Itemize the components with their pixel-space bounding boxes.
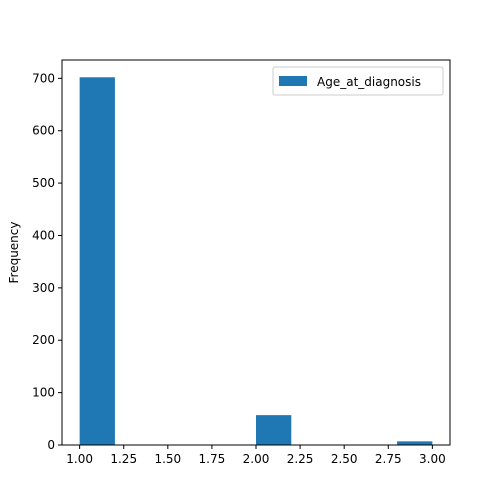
y-tick-label: 700 xyxy=(32,71,55,85)
y-tick-label: 400 xyxy=(32,228,55,242)
plot-frame xyxy=(61,59,451,446)
bar-bin-9 xyxy=(397,441,433,445)
x-axis-ticks: 1.00 1.25 1.50 1.75 2.00 2.25 2.50 2.75 3.00 xyxy=(66,445,446,466)
x-tick-label: 1.00 xyxy=(66,452,93,466)
y-tick-label: 0 xyxy=(47,438,55,452)
y-tick-label: 300 xyxy=(32,281,55,295)
y-axis-label: Frequency xyxy=(7,222,21,284)
bar-bin-0 xyxy=(79,77,115,446)
y-tick-label: 200 xyxy=(32,333,55,347)
y-axis-ticks: 0 100 200 300 400 500 600 700 xyxy=(32,71,62,452)
y-tick-label: 600 xyxy=(32,124,55,138)
legend-box xyxy=(272,66,444,96)
x-tick-label: 1.25 xyxy=(110,452,137,466)
bar-bin-5 xyxy=(256,415,292,445)
x-tick-label: 2.75 xyxy=(375,452,402,466)
legend-label-age-at-diagnosis: Age_at_diagnosis xyxy=(317,75,421,89)
legend: Age_at_diagnosis xyxy=(272,66,444,96)
x-tick-label: 3.00 xyxy=(419,452,446,466)
x-tick-label: 2.50 xyxy=(331,452,358,466)
x-tick-label: 1.50 xyxy=(154,452,181,466)
x-tick-label: 2.25 xyxy=(287,452,314,466)
y-tick-label: 500 xyxy=(32,176,55,190)
y-tick-label: 100 xyxy=(32,386,55,400)
x-tick-label: 1.75 xyxy=(199,452,226,466)
bars-group xyxy=(79,77,433,446)
legend-swatch-age-at-diagnosis xyxy=(279,76,307,86)
x-tick-label: 2.00 xyxy=(243,452,270,466)
